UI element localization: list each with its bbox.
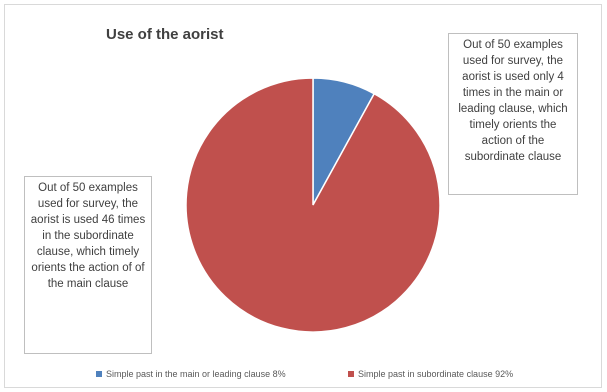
legend-label-subordinate-clause: Simple past in subordinate clause 92% — [358, 369, 514, 379]
annotation-main-clause: Out of 50 examples used for survey, the … — [448, 33, 578, 195]
legend-label-main-clause: Simple past in the main or leading claus… — [106, 369, 286, 379]
chart-frame — [4, 4, 602, 388]
legend-swatch-main-clause — [96, 371, 102, 377]
legend-swatch-subordinate-clause — [348, 371, 354, 377]
pie-slice-subordinate-clause — [185, 77, 441, 333]
legend-item-subordinate-clause: Simple past in subordinate clause 92% — [348, 369, 513, 379]
legend-item-main-clause: Simple past in the main or leading claus… — [96, 369, 286, 379]
chart-title: Use of the aorist — [106, 26, 224, 43]
chart-legend: Simple past in the main or leading claus… — [0, 367, 607, 383]
annotation-subordinate-clause: Out of 50 examples used for survey, the … — [24, 176, 152, 354]
